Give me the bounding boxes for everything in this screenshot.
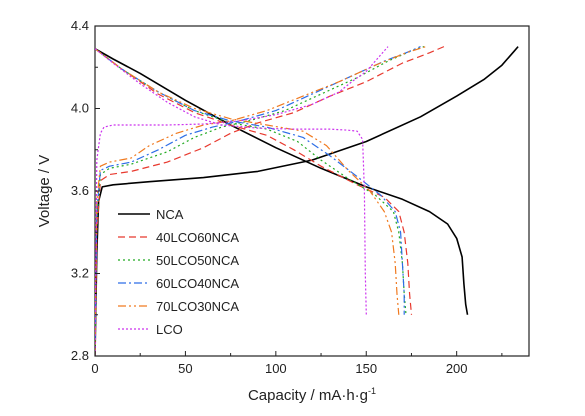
series-NCA (95, 46, 519, 356)
series-line-60LCO40NCA-charge (95, 46, 421, 356)
y-tick-label: 2.8 (71, 348, 89, 363)
legend: NCA 40LCO60NCA 50LCO50NCA 60LCO40NCA 70LCO30… (118, 207, 239, 337)
y-axis-title: Voltage / V (36, 155, 53, 228)
legend-label: 50LCO50NCA (156, 253, 239, 268)
x-axis-title-text: Capacity / mA·h·g (248, 387, 368, 404)
series-line-50LCO50NCA-charge (95, 46, 425, 356)
legend-label: NCA (156, 207, 184, 222)
series-line-LCO-discharge (95, 48, 367, 315)
series-line-60LCO40NCA-discharge (95, 48, 405, 315)
x-axis-title-sup: -1 (368, 386, 376, 396)
x-tick-label: 50 (178, 361, 192, 376)
series-line-40LCO60NCA-discharge (95, 48, 413, 315)
series-line-70LCO30NCA-discharge (95, 48, 400, 315)
y-tick-label: 3.6 (71, 183, 89, 198)
series-70LCO30NCA (95, 46, 427, 356)
x-tick-label: 200 (446, 361, 468, 376)
series-LCO (95, 46, 389, 356)
series-line-40LCO60NCA-charge (95, 46, 445, 356)
series-50LCO50NCA (95, 46, 425, 356)
series-60LCO40NCA (95, 46, 421, 356)
y-tick-label: 4.4 (71, 18, 89, 33)
legend-label: LCO (156, 322, 183, 337)
x-axis-title: Capacity / mA·h·g-1 (248, 386, 376, 404)
series-line-NCA-discharge (95, 48, 469, 315)
series-line-70LCO30NCA-charge (95, 46, 427, 356)
x-tick-label: 150 (355, 361, 377, 376)
x-tick-label: 0 (91, 361, 98, 376)
legend-label: 60LCO40NCA (156, 276, 239, 291)
series-line-NCA-charge (95, 46, 519, 356)
series-40LCO60NCA (95, 46, 445, 356)
ticks-layer: 0 50 100 150 200 2.8 3.2 3.6 4.0 4.4 (71, 18, 503, 376)
legend-label: 40LCO60NCA (156, 230, 239, 245)
x-tick-label: 100 (265, 361, 287, 376)
legend-label: 70LCO30NCA (156, 299, 239, 314)
y-tick-label: 4.0 (71, 101, 89, 116)
y-tick-label: 3.2 (71, 266, 89, 281)
series-line-LCO-charge (95, 46, 389, 356)
series-layer (95, 46, 519, 356)
